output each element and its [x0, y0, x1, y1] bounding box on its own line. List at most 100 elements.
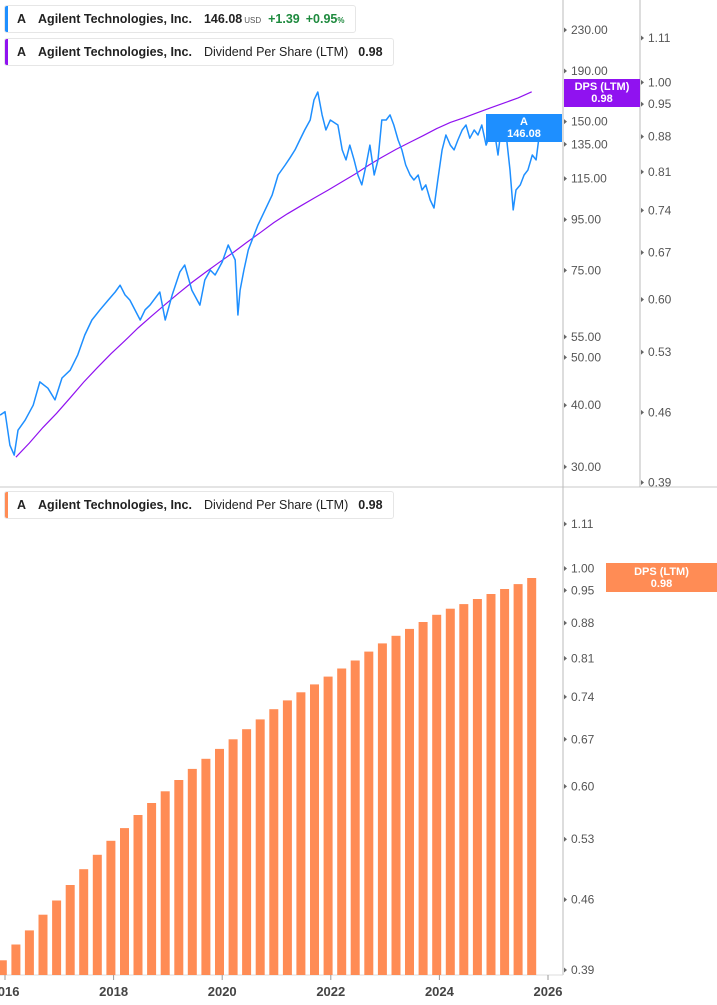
- series-color-marker: [5, 39, 8, 65]
- dps-bar: [187, 768, 197, 975]
- dps-bottom-axis-tick-label: 0.81: [571, 651, 595, 665]
- dps-axis-tick-label: 0.67: [648, 246, 672, 260]
- dps-bar: [79, 869, 89, 975]
- dps-axis-tick-label: 0.74: [648, 203, 672, 217]
- dps-bottom-axis-tick-label: 0.67: [571, 732, 595, 746]
- tick-mark: [564, 565, 567, 571]
- price-axis-tick-label: 50.00: [571, 350, 601, 364]
- tick-mark: [564, 897, 567, 903]
- dps-bar: [52, 900, 62, 975]
- dps-bar: [65, 885, 75, 975]
- dps-bar: [296, 692, 306, 975]
- dps-bar: [147, 803, 157, 975]
- legend-metric: Dividend Per Share (LTM): [203, 45, 349, 59]
- time-axis-tick-label: 2020: [208, 984, 237, 999]
- tick-mark: [564, 119, 567, 125]
- price-axis-tick-label: 230.00: [571, 23, 608, 37]
- legend-currency: USD: [244, 16, 262, 25]
- dps-bottom-axis-tick-label: 0.60: [571, 779, 595, 793]
- legend-change-pct: +0.95%: [306, 12, 345, 26]
- dps-bar: [11, 944, 21, 975]
- dps-tag-label: DPS (LTM): [574, 81, 630, 93]
- tick-mark: [641, 250, 644, 256]
- legend-price: 146.08: [203, 12, 243, 26]
- dps-tag-value: 0.98: [591, 93, 613, 105]
- dps-bar: [269, 709, 279, 975]
- series-color-marker: [5, 492, 8, 518]
- dps-bar: [242, 729, 252, 975]
- dps-bar: [527, 578, 537, 975]
- tick-mark: [641, 480, 644, 486]
- dps-bar: [513, 584, 523, 975]
- tick-mark: [564, 655, 567, 661]
- legend-symbol: A: [17, 12, 27, 26]
- price-axis-tick-label: 55.00: [571, 330, 601, 344]
- dps-bar: [391, 635, 401, 975]
- dps-bar: [337, 668, 347, 975]
- dps-bottom-axis-tick-label: 0.74: [571, 690, 595, 704]
- tick-mark: [564, 464, 567, 470]
- dps-legend-bottom[interactable]: A Agilent Technologies, Inc. Dividend Pe…: [4, 491, 394, 519]
- dps-axis-tick-label: 1.11: [648, 31, 671, 45]
- price-axis-tick-label: 75.00: [571, 263, 601, 277]
- dps-bar: [323, 676, 333, 975]
- series-color-marker: [5, 6, 8, 32]
- tick-mark: [564, 967, 567, 973]
- tick-mark: [564, 783, 567, 789]
- dps-tag-bottom: DPS (LTM) 0.98: [606, 563, 717, 592]
- dps-bar: [445, 608, 455, 975]
- tick-mark: [564, 68, 567, 74]
- dps-axis-tick-label: 0.60: [648, 292, 672, 306]
- dps-bar: [500, 589, 510, 975]
- tick-mark: [564, 694, 567, 700]
- tick-mark: [641, 409, 644, 415]
- tick-mark: [564, 836, 567, 842]
- tick-mark: [564, 521, 567, 527]
- legend-value: 0.98: [358, 45, 383, 59]
- dps-legend-top[interactable]: A Agilent Technologies, Inc. Dividend Pe…: [4, 38, 394, 66]
- tick-mark: [564, 354, 567, 360]
- dps-axis-tick-label: 0.88: [648, 130, 672, 144]
- dps-axis-tick-label: 0.39: [648, 476, 672, 490]
- price-tag-value: 146.08: [507, 128, 541, 140]
- dps-tag-label: DPS (LTM): [634, 565, 689, 578]
- dps-bar: [459, 604, 469, 975]
- dps-bars: [0, 578, 537, 975]
- price-tag-symbol: A: [520, 116, 528, 128]
- tick-mark: [564, 217, 567, 223]
- pct-symbol: %: [337, 16, 345, 25]
- tick-mark: [641, 169, 644, 175]
- dps-bar: [92, 854, 102, 975]
- dps-bar: [472, 599, 482, 975]
- dps-axis-tick-label: 0.53: [648, 345, 672, 359]
- dps-bottom-axis-tick-label: 0.39: [571, 963, 595, 977]
- legend-company-name: Agilent Technologies, Inc.: [38, 12, 192, 26]
- dps-bar: [24, 930, 34, 975]
- dps-bar: [486, 594, 496, 975]
- tick-mark: [641, 349, 644, 355]
- dps-bar: [0, 960, 7, 975]
- dps-axis-tick-label: 0.95: [648, 97, 672, 111]
- dps-bar: [120, 828, 129, 975]
- time-axis-tick-label: 2016: [0, 984, 19, 999]
- dps-bar: [418, 622, 428, 975]
- dps-tag-top: DPS (LTM) 0.98: [564, 79, 640, 107]
- dps-bar: [228, 739, 238, 975]
- dps-bar: [377, 643, 387, 975]
- axis-ticks: 230.00 190.00 150.00 135.00 115.00 95.00 75.00…: [0, 23, 672, 999]
- dps-bar: [106, 840, 116, 975]
- legend-metric: Dividend Per Share (LTM): [203, 498, 349, 512]
- dps-axis-tick-label: 0.81: [648, 165, 672, 179]
- dps-bar: [282, 700, 292, 975]
- dps-bar: [215, 748, 224, 975]
- price-legend[interactable]: A Agilent Technologies, Inc. 146.08 USD …: [4, 5, 356, 33]
- dps-bar: [38, 914, 48, 975]
- dps-bar: [364, 651, 374, 975]
- dps-line: [15, 91, 532, 458]
- price-line: [0, 91, 545, 456]
- dps-axis-tick-label: 1.00: [648, 75, 672, 89]
- tick-mark: [641, 134, 644, 140]
- dps-bottom-axis-tick-label: 0.95: [571, 583, 595, 597]
- time-axis-tick-label: 2022: [316, 984, 345, 999]
